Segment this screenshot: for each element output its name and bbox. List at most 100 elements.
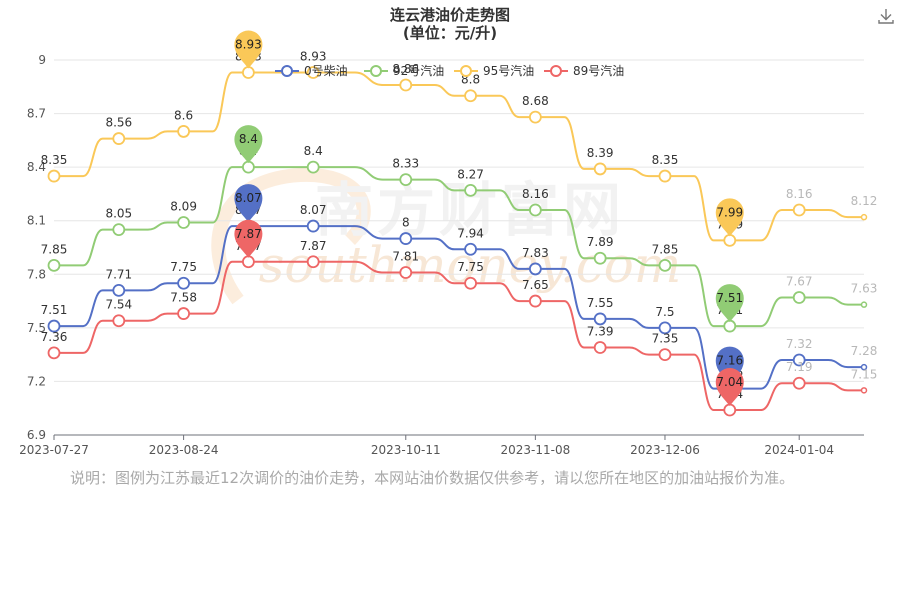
data-point[interactable] bbox=[112, 223, 126, 237]
pin-shape bbox=[234, 30, 263, 69]
data-point[interactable] bbox=[658, 258, 672, 272]
data-point[interactable] bbox=[399, 78, 413, 92]
data-point[interactable] bbox=[112, 283, 126, 297]
data-point[interactable] bbox=[112, 314, 126, 328]
data-point[interactable] bbox=[792, 291, 806, 304]
data-point[interactable] bbox=[306, 219, 320, 233]
data-point[interactable] bbox=[792, 376, 806, 390]
y-tick-label: 9 bbox=[38, 53, 46, 67]
data-point[interactable] bbox=[723, 403, 737, 417]
data-point[interactable] bbox=[464, 183, 477, 197]
chart-subtitle: (单位：元/升) bbox=[403, 24, 497, 42]
y-tick-label: 7.8 bbox=[27, 267, 46, 281]
data-label: 7.5 bbox=[655, 305, 674, 319]
data-point[interactable] bbox=[177, 216, 191, 229]
data-label: 7.94 bbox=[457, 226, 484, 240]
data-label: 8.16 bbox=[522, 187, 549, 201]
data-point[interactable] bbox=[528, 262, 542, 276]
data-point[interactable] bbox=[528, 110, 542, 124]
data-point[interactable] bbox=[464, 242, 477, 256]
data-point[interactable] bbox=[528, 294, 542, 308]
data-point[interactable] bbox=[399, 173, 413, 187]
legend-label: 95号汽油 bbox=[483, 63, 534, 78]
x-tick-label: 2023-08-24 bbox=[149, 443, 219, 457]
data-label: 7.32 bbox=[786, 337, 813, 351]
legend-label: 92号汽油 bbox=[393, 63, 444, 78]
download-icon[interactable] bbox=[876, 6, 896, 26]
data-point[interactable] bbox=[792, 353, 806, 367]
data-point[interactable] bbox=[241, 66, 255, 79]
pin-markers: 8.07 7.16 8.4 7.51 8.93 7.99 7.87 7.04 bbox=[234, 30, 744, 406]
pin-shape bbox=[234, 219, 263, 258]
legend-marker bbox=[460, 65, 472, 77]
data-point[interactable] bbox=[860, 301, 868, 308]
chart-footnote: 说明：图例为江苏最近12次调价的油价走势，本网站油价数据仅供参考，请以您所在地区… bbox=[70, 469, 795, 487]
data-label: 7.75 bbox=[457, 260, 484, 274]
legend-item[interactable]: 0号柴油 bbox=[275, 64, 348, 78]
data-point[interactable] bbox=[860, 363, 868, 371]
download-arrow-icon bbox=[878, 9, 894, 24]
legend-item[interactable]: 89号汽油 bbox=[544, 63, 624, 78]
data-point[interactable] bbox=[464, 276, 477, 290]
data-point[interactable] bbox=[47, 169, 61, 183]
data-label: 8.33 bbox=[392, 157, 419, 171]
data-point[interactable] bbox=[860, 387, 868, 394]
data-point[interactable] bbox=[658, 348, 672, 362]
data-point[interactable] bbox=[177, 276, 191, 290]
data-label: 7.28 bbox=[851, 344, 878, 358]
data-label: 7.36 bbox=[41, 330, 68, 344]
data-point[interactable] bbox=[658, 169, 672, 183]
data-point[interactable] bbox=[792, 203, 806, 217]
legend-item[interactable]: 95号汽油 bbox=[454, 63, 534, 78]
data-point[interactable] bbox=[399, 266, 413, 279]
data-point[interactable] bbox=[593, 251, 607, 265]
data-point[interactable] bbox=[47, 319, 61, 333]
data-point[interactable] bbox=[723, 233, 737, 247]
data-point[interactable] bbox=[464, 89, 477, 103]
data-point[interactable] bbox=[593, 162, 607, 176]
data-point[interactable] bbox=[593, 341, 607, 354]
pin-marker: 7.51 bbox=[715, 284, 744, 323]
data-label: 7.83 bbox=[522, 246, 549, 260]
data-point[interactable] bbox=[241, 160, 255, 174]
data-point[interactable] bbox=[593, 312, 607, 326]
axes: 6.9 7.2 7.5 7.8 8.1 8.4 8.7 9 2023-07-27 2023-08-… bbox=[19, 53, 864, 457]
data-point[interactable] bbox=[47, 258, 61, 272]
data-point[interactable] bbox=[399, 232, 413, 245]
legend[interactable]: 0号柴油 92号汽油 95号汽油 89号汽油 bbox=[275, 63, 624, 78]
data-point[interactable] bbox=[241, 255, 255, 269]
data-point[interactable] bbox=[723, 319, 737, 333]
y-tick-label: 7.2 bbox=[27, 374, 46, 388]
data-point[interactable] bbox=[47, 346, 61, 360]
data-label: 7.85 bbox=[652, 242, 679, 256]
y-tick-label: 6.9 bbox=[27, 428, 46, 442]
legend-marker bbox=[550, 65, 562, 77]
legend-item[interactable]: 92号汽油 bbox=[364, 63, 444, 78]
data-label: 7.65 bbox=[522, 278, 549, 292]
pin-shape bbox=[234, 184, 263, 223]
pin-marker: 8.93 bbox=[234, 30, 263, 69]
data-label: 7.67 bbox=[786, 275, 813, 289]
series-line-2 bbox=[54, 71, 864, 242]
data-point[interactable] bbox=[528, 203, 542, 217]
pin-label: 8.93 bbox=[235, 38, 262, 52]
data-label: 8.12 bbox=[851, 194, 878, 208]
data-point[interactable] bbox=[112, 132, 126, 145]
data-label: 7.87 bbox=[300, 239, 327, 253]
series-line-1 bbox=[54, 166, 864, 328]
data-point[interactable] bbox=[306, 255, 320, 269]
data-point[interactable] bbox=[658, 321, 672, 335]
data-point[interactable] bbox=[306, 160, 320, 174]
data-label: 8.93 bbox=[300, 50, 327, 64]
pin-shape bbox=[715, 198, 744, 237]
chart-title: 连云港油价走势图 bbox=[390, 6, 510, 24]
data-point[interactable] bbox=[177, 125, 191, 138]
data-point[interactable] bbox=[860, 213, 868, 221]
data-label: 8.27 bbox=[457, 167, 484, 181]
data-point[interactable] bbox=[177, 307, 191, 320]
pin-label: 8.4 bbox=[239, 132, 258, 146]
data-point[interactable] bbox=[306, 66, 320, 79]
data-label: 7.19 bbox=[786, 360, 813, 374]
pin-label: 8.07 bbox=[235, 191, 262, 205]
data-label: 7.55 bbox=[587, 296, 614, 310]
